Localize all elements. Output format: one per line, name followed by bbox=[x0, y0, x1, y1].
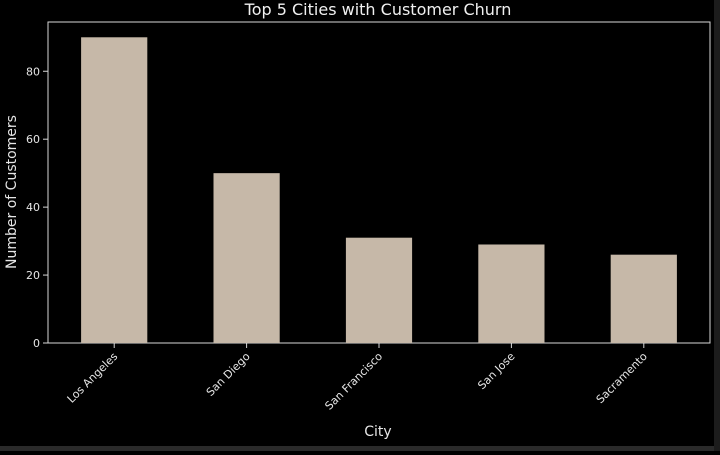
bar-san-jose bbox=[478, 244, 545, 343]
bar-los-angeles bbox=[81, 37, 148, 344]
window-bottom-edge bbox=[0, 446, 720, 451]
y-axis-ticks: 0 20 40 60 80 bbox=[26, 65, 48, 350]
x-axis-label: City bbox=[364, 424, 391, 440]
x-tick-label: Sacramento bbox=[594, 350, 650, 406]
x-tick-label: Los Angeles bbox=[65, 350, 121, 406]
x-axis-ticks: Los Angeles San Diego San Francisco San Jos… bbox=[65, 343, 650, 413]
y-tick-label: 20 bbox=[26, 269, 40, 282]
chart-title: Top 5 Cities with Customer Churn bbox=[244, 0, 512, 19]
x-tick-label: San Francisco bbox=[322, 350, 385, 413]
bar-san-diego bbox=[213, 173, 280, 343]
x-tick-label: San Jose bbox=[475, 350, 517, 392]
y-tick-label: 0 bbox=[33, 337, 40, 350]
window-scrollbar-edge bbox=[714, 0, 720, 451]
bars bbox=[81, 37, 677, 344]
y-axis-label: Number of Customers bbox=[4, 115, 20, 269]
bar-sacramento bbox=[610, 254, 677, 343]
y-tick-label: 40 bbox=[26, 201, 40, 214]
y-tick-label: 80 bbox=[26, 65, 40, 78]
bar-san-francisco bbox=[345, 237, 413, 343]
x-tick-label: San Diego bbox=[204, 350, 253, 399]
y-tick-label: 60 bbox=[26, 133, 40, 146]
